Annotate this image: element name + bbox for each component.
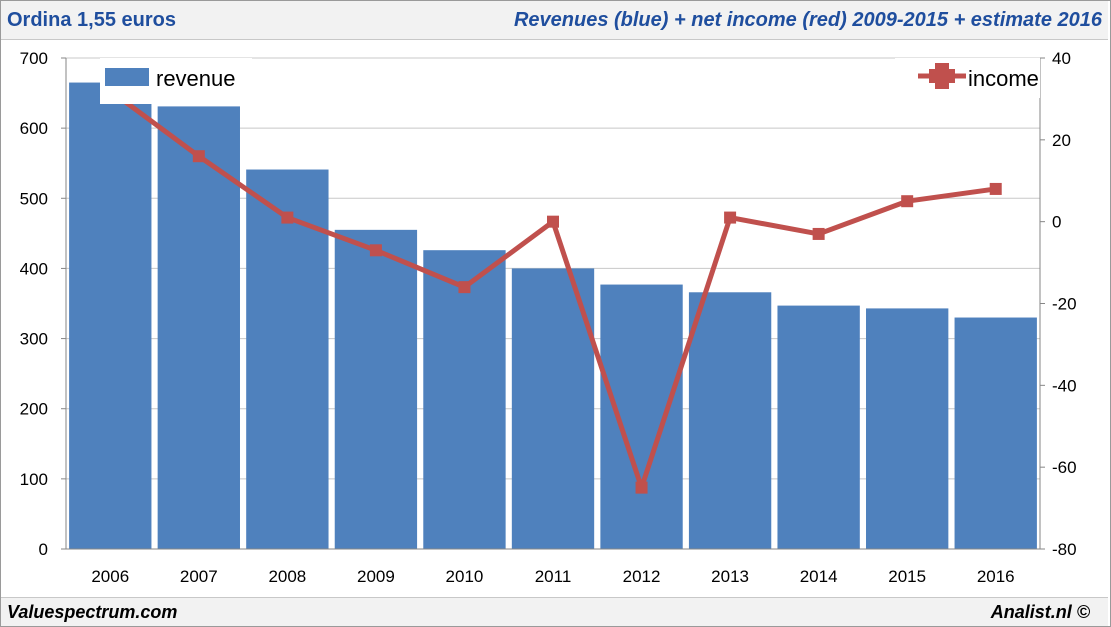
revenue-bar-2010 (423, 250, 506, 550)
left-tick-label: 600 (20, 119, 48, 138)
copyright-credit: Analist.nl © (990, 602, 1090, 622)
income-point-2008 (281, 211, 294, 224)
left-tick-label: 700 (20, 49, 48, 68)
x-tick-label: 2010 (446, 567, 484, 586)
revenue-bar-2008 (246, 169, 329, 549)
right-tick-label: 0 (1052, 213, 1061, 232)
income-point-2012 (635, 481, 648, 494)
revenue-bar-2014 (777, 305, 860, 549)
x-tick-label: 2014 (800, 567, 838, 586)
right-tick-label: -80 (1052, 540, 1077, 559)
revenue-legend-swatch (105, 68, 149, 86)
income-point-2016 (989, 182, 1002, 195)
x-tick-label: 2013 (711, 567, 749, 586)
left-tick-label: 300 (20, 330, 48, 349)
income-legend-label: income (968, 66, 1039, 91)
revenue-legend-label: revenue (156, 66, 236, 91)
left-tick-label: 100 (20, 470, 48, 489)
income-point-2011 (547, 215, 559, 228)
source-credit: Valuespectrum.com (7, 602, 178, 622)
income-legend-marker-h (929, 69, 955, 83)
revenue-bar-2011 (511, 268, 595, 549)
x-tick-label: 2008 (268, 567, 306, 586)
income-point-2015 (901, 195, 914, 208)
x-tick-label: 2015 (888, 567, 926, 586)
x-tick-label: 2012 (623, 567, 661, 586)
legend: revenue income (100, 58, 1040, 104)
x-tick-label: 2011 (535, 567, 572, 586)
right-tick-label: 20 (1052, 131, 1071, 150)
revenue-bar-2009 (334, 229, 418, 549)
income-point-2014 (812, 227, 825, 240)
x-tick-label: 2006 (91, 567, 129, 586)
x-tick-label: 2016 (977, 567, 1015, 586)
x-tick-label: 2007 (180, 567, 218, 586)
income-point-2009 (369, 244, 382, 257)
revenue-bar-2006 (69, 82, 152, 550)
revenue-bar-2013 (688, 292, 772, 549)
right-tick-label: -40 (1052, 376, 1077, 395)
x-tick-label: 2009 (357, 567, 395, 586)
income-series (104, 84, 1002, 494)
left-tick-label: 200 (20, 400, 48, 419)
footer-bar: Valuespectrum.com Analist.nl © (1, 597, 1108, 626)
revenue-bar-2015 (866, 308, 949, 549)
revenue-bar-2012 (600, 284, 683, 549)
revenue-bar-2007 (157, 106, 240, 550)
right-tick-label: -60 (1052, 458, 1077, 477)
income-point-2007 (192, 150, 205, 163)
revenue-bar-2016 (954, 317, 1037, 549)
right-tick-label: -20 (1052, 295, 1077, 314)
income-point-2013 (724, 211, 737, 224)
right-tick-label: 40 (1052, 49, 1071, 68)
revenue-bars (69, 82, 1037, 550)
stock-price-title: Ordina 1,55 euros (7, 9, 176, 31)
header-bar: Ordina 1,55 euros Revenues (blue) + net … (1, 1, 1108, 40)
axes: 0 100 200 300 400 500 600 700 -80 -60 -40 -20 0 20 40 2… (20, 49, 1077, 586)
left-tick-label: 500 (20, 189, 48, 208)
left-tick-label: 400 (20, 259, 48, 278)
income-point-2010 (458, 281, 471, 294)
left-tick-label: 0 (39, 540, 48, 559)
income-line (104, 84, 1002, 494)
chart-title: Revenues (blue) + net income (red) 2009-… (513, 9, 1102, 31)
